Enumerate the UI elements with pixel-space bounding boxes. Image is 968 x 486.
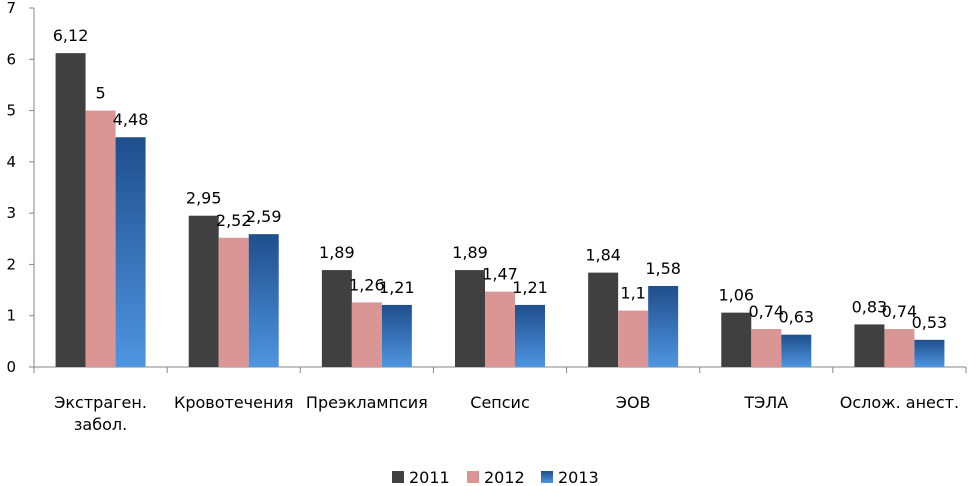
data-label-2011-2: 1,89 [319, 243, 355, 262]
data-label-2011-4: 1,84 [585, 246, 621, 265]
chart-bars [55, 53, 945, 368]
bar-2012-0 [85, 110, 116, 368]
category-label: Экстраген. [54, 393, 147, 412]
data-label-2011-0: 6,12 [53, 26, 89, 45]
bar-2013-3 [515, 304, 545, 367]
bar-2011-2 [321, 270, 352, 367]
bar-2012-1 [218, 237, 249, 367]
category-label: забол. [74, 415, 127, 434]
category-label: Кровотечения [174, 393, 293, 412]
category-label: Ослож. анест. [840, 393, 959, 412]
data-label-2013-2: 1,21 [379, 278, 415, 297]
category-label: ТЭЛА [743, 393, 788, 412]
y-tick-label: 4 [6, 153, 16, 171]
y-tick-label: 2 [6, 255, 16, 273]
data-label-2012-4: 1,1 [620, 284, 645, 303]
category-label: ЭОВ [616, 393, 651, 412]
bar-2011-0 [55, 53, 86, 367]
legend-swatch-2013 [541, 471, 553, 483]
data-label-2012-1: 2,52 [216, 211, 252, 230]
bar-2012-4 [618, 310, 649, 367]
bar-2012-5 [751, 329, 782, 367]
y-tick-label: 5 [6, 102, 16, 120]
bar-2013-2 [381, 304, 412, 367]
bar-2011-6 [854, 324, 885, 367]
data-label-2013-1: 2,59 [246, 207, 282, 226]
data-label-2012-0: 5 [95, 84, 105, 103]
bar-2011-5 [721, 312, 752, 367]
y-tick-label: 3 [6, 204, 16, 222]
bar-2013-5 [781, 334, 812, 367]
bar-2011-4 [588, 272, 619, 367]
data-label-2011-5: 1,06 [718, 286, 754, 305]
data-label-2011-3: 1,89 [452, 243, 488, 262]
data-label-2013-3: 1,21 [512, 278, 548, 297]
legend-swatch-2011 [392, 471, 404, 483]
bar-2013-0 [115, 137, 146, 367]
category-label: Преэклампсия [306, 393, 428, 412]
data-label-2011-1: 2,95 [186, 189, 222, 208]
data-label-2013-0: 4,48 [113, 110, 149, 129]
data-label-2013-5: 0,63 [778, 308, 814, 327]
bar-2012-2 [351, 302, 382, 367]
bar-2012-6 [884, 329, 915, 367]
legend-label-2011: 2011 [409, 468, 450, 486]
bar-2013-6 [914, 339, 945, 367]
data-label-2012-6: 0,74 [882, 302, 918, 321]
data-label-2012-3: 1,47 [482, 265, 518, 284]
data-label-2012-5: 0,74 [748, 302, 784, 321]
data-label-2013-4: 1,58 [645, 259, 681, 278]
bar-2012-3 [485, 291, 515, 367]
data-label-2011-6: 0,83 [852, 297, 888, 316]
data-label-2012-2: 1,26 [349, 275, 385, 294]
data-label-2013-6: 0,53 [912, 313, 948, 332]
y-tick-label: 0 [6, 358, 16, 376]
chart-category-labels: Экстраген. забол. Кровотечения Преэклампсия… [54, 393, 959, 434]
bar-2013-4 [648, 285, 679, 367]
chart-data-labels: 6,1254,482,952,522,591,891,261,211,891,4… [53, 26, 947, 332]
y-tick-label: 7 [6, 0, 16, 17]
legend-label-2012: 2012 [484, 468, 525, 486]
legend-swatch-2012 [467, 471, 479, 483]
bar-2011-1 [188, 215, 219, 367]
bar-2013-1 [248, 234, 279, 367]
y-tick-label: 1 [6, 307, 16, 325]
category-label: Сепсис [470, 393, 529, 412]
legend-label-2013: 2013 [558, 468, 599, 486]
chart-legend: 2011 2012 2013 [392, 468, 599, 486]
bar-2011-3 [455, 270, 485, 367]
y-tick-label: 6 [6, 50, 16, 68]
